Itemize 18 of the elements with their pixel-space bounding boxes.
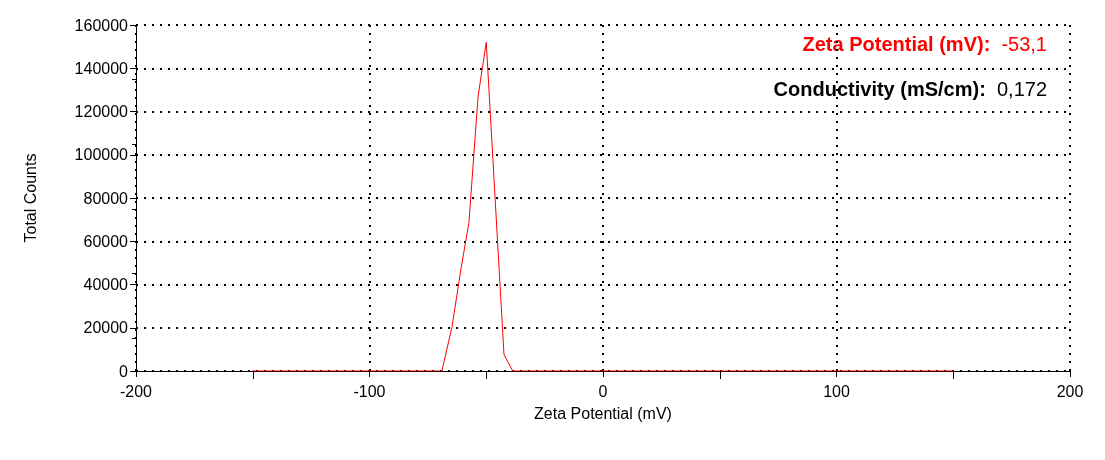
x-tick-label: 100 [823,382,850,400]
y-tick-label: 140000 [74,59,129,77]
x-axis-title: Zeta Potential (mV) [534,404,672,422]
y-tick-label: 120000 [74,103,129,120]
x-tick-label: -100 [353,382,386,400]
x-tick-label: 0 [598,382,608,400]
y-tick-label: 160000 [74,16,129,34]
annotation: Zeta Potential (mV): -53,1 [802,33,1047,55]
annotation: Conductivity (mS/cm): 0,172 [773,78,1048,100]
x-tick-label: -200 [119,382,153,400]
y-tick-label: 0 [119,362,129,380]
y-tick-label: 100000 [74,146,129,164]
y-axis-title: Total Counts [21,153,39,243]
y-tick-label: 80000 [83,189,129,207]
y-tick-label: 20000 [83,319,129,337]
y-tick-label: 60000 [83,232,129,250]
y-tick-label: 40000 [83,276,129,293]
x-tick-label: 200 [1056,382,1084,400]
